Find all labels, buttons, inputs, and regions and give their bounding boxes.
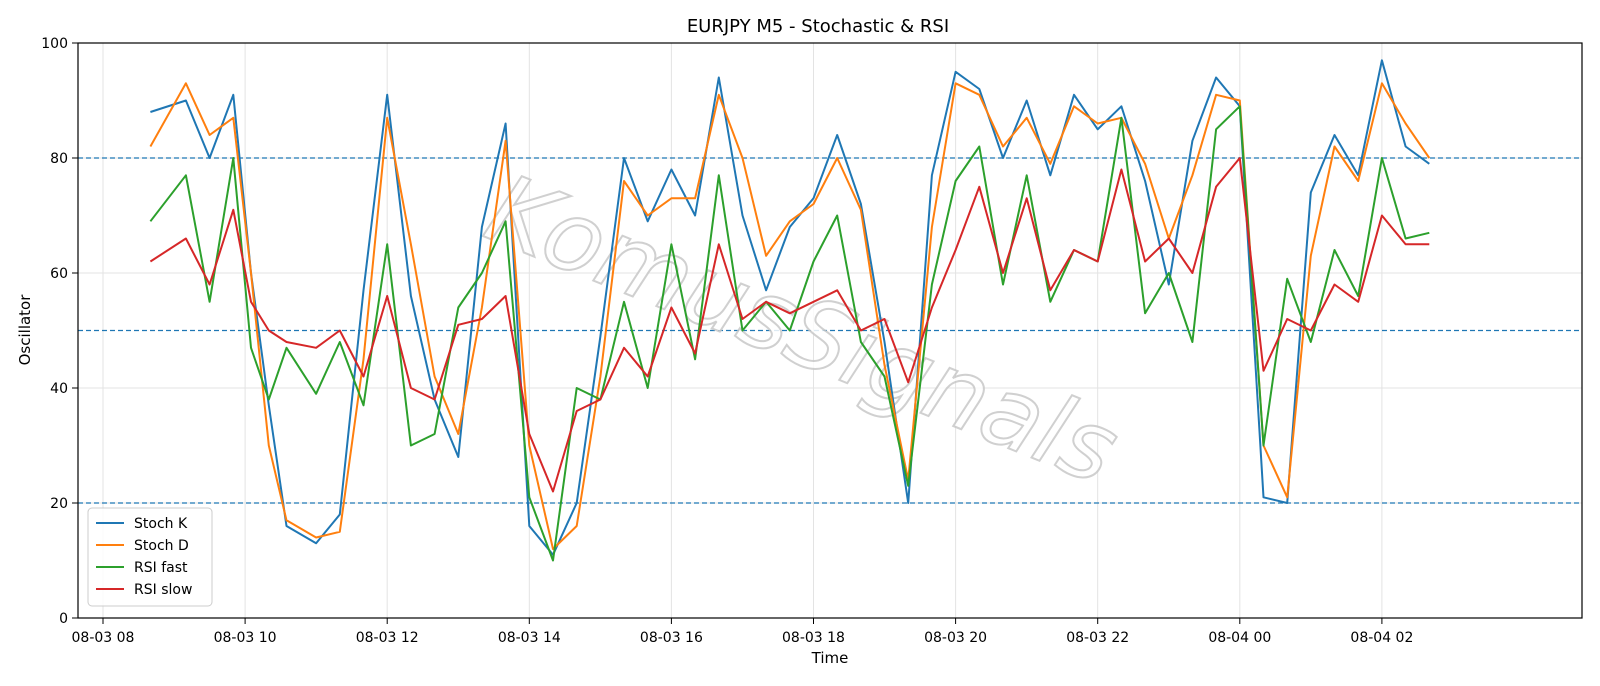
plot-area-frame (77, 42, 1583, 619)
y-axis-title: Oscillator (16, 294, 34, 366)
y-tick-label: 40 (50, 381, 68, 397)
x-tick-label: 08-03 12 (356, 630, 419, 646)
series-line-stoch-k (150, 59, 1430, 556)
y-tick-label: 60 (50, 266, 68, 282)
x-tick-label: 08-03 10 (214, 630, 277, 646)
x-tick-label: 08-04 00 (1208, 630, 1271, 646)
legend-label: Stoch K (134, 516, 188, 532)
axis-ticks: 0 20 40 60 80 100 08-03 08 08-03 10 08-03 12 08-0… (41, 36, 1413, 646)
reference-lines (78, 157, 1582, 504)
series-line-stoch-d (149, 82, 1431, 550)
legend: Stoch K Stoch D RSI fast RSI slow (87, 507, 213, 607)
legend-label: RSI fast (134, 560, 188, 576)
legend-box (87, 507, 213, 607)
x-tick-label: 08-03 14 (498, 630, 561, 646)
series-line-rsi-fast (149, 105, 1430, 562)
series-line-rsi-slow (149, 157, 1430, 493)
chart-title: EURJPY M5 - Stochastic & RSI (687, 16, 949, 37)
x-tick-label: 08-03 18 (782, 630, 845, 646)
x-axis-title: Time (811, 649, 849, 667)
legend-label: RSI slow (134, 582, 192, 598)
x-tick-label: 08-03 22 (1066, 630, 1129, 646)
y-tick-label: 100 (41, 36, 68, 52)
y-tick-label: 80 (50, 151, 68, 167)
x-tick-label: 08-04 02 (1350, 630, 1413, 646)
x-tick-label: 08-03 20 (924, 630, 987, 646)
x-tick-label: 08-03 08 (72, 630, 135, 646)
legend-label: Stoch D (134, 538, 189, 554)
y-tick-label: 20 (50, 496, 68, 512)
x-tick-label: 08-03 16 (640, 630, 703, 646)
series-lines (149, 59, 1431, 562)
y-tick-label: 0 (59, 611, 68, 627)
